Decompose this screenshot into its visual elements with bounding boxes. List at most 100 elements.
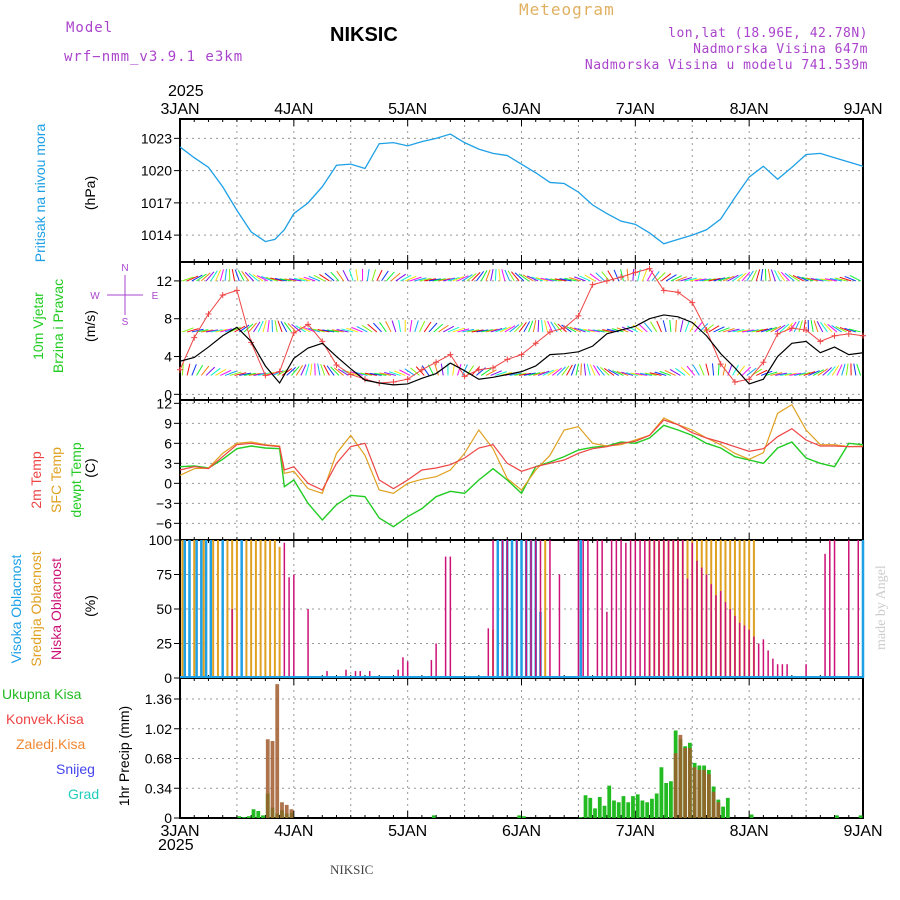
wind-arrow <box>466 273 477 282</box>
wind-arrow <box>215 368 227 376</box>
precip-total-bar <box>251 809 256 818</box>
wind-arrow <box>665 274 677 282</box>
wind-arrow <box>309 363 313 376</box>
wind-arrow <box>351 326 363 333</box>
ytick-label: 0.68 <box>145 751 172 767</box>
wind-arrow <box>462 328 475 333</box>
wind-arrow <box>320 363 326 376</box>
cloud-low-bar <box>672 540 675 678</box>
wind-gust-line-marker <box>233 287 240 294</box>
wind-arrow <box>419 277 432 282</box>
wind-arrow <box>849 275 861 282</box>
precip-label-snow: Snijeg <box>56 761 95 777</box>
precip-total-bar <box>593 808 597 818</box>
wind-arrow <box>258 372 271 376</box>
wind-arrow <box>711 363 715 376</box>
wind-arrow <box>621 326 634 333</box>
precip-total-bar <box>583 795 588 818</box>
wind-arrow <box>346 370 359 376</box>
cloud-low-bar <box>719 591 722 678</box>
wind-arrow <box>200 365 210 376</box>
wind-arrow <box>694 278 707 282</box>
wind-arrow <box>698 364 705 376</box>
wind-arrow <box>243 372 256 376</box>
wind-arrow <box>579 275 591 282</box>
wind-arrow <box>566 364 573 376</box>
wind-arrow <box>443 325 455 333</box>
cloud-low-bar <box>696 560 698 678</box>
cloud-low-bar <box>677 540 679 678</box>
cloud-low-bar <box>293 574 295 678</box>
wind-arrow <box>789 321 797 333</box>
wind-arrow <box>822 367 833 376</box>
wind-arrow <box>564 277 577 282</box>
wind-arrow <box>471 272 481 282</box>
wind-arrow <box>447 276 460 282</box>
cloud-low-bar <box>653 540 656 678</box>
wind-arrow <box>379 372 392 376</box>
wind-arrow <box>504 325 516 333</box>
wind-arrow <box>182 276 194 282</box>
cloud-mid-bar <box>733 540 736 678</box>
precip-conv-bar <box>706 774 711 818</box>
wind-arrow <box>248 322 257 333</box>
wind-gust-line-marker <box>646 265 653 272</box>
wind-arrow <box>544 320 549 333</box>
compass-e: E <box>152 291 159 302</box>
ytick-label: 4 <box>164 349 172 365</box>
wind-arrow <box>595 272 605 282</box>
precip-label-grad: Grad <box>68 786 100 802</box>
wind-gust-line-marker <box>504 356 511 363</box>
wind-arrow <box>808 370 820 376</box>
wind-arrow <box>182 327 194 333</box>
wind-arrow <box>494 268 497 281</box>
cloud-mid-bar <box>259 540 262 678</box>
cloud-mid-bar <box>748 540 751 678</box>
wind-arrow <box>466 329 479 333</box>
wind-arrow <box>737 329 750 333</box>
wind-arrow <box>831 365 840 376</box>
wind-arrow <box>611 328 624 333</box>
wind-arrow <box>578 328 591 333</box>
xtick-label-top: 9JAN <box>843 101 882 118</box>
precip-total-bar <box>654 793 659 818</box>
wind-arrow <box>650 321 658 333</box>
wind-gust-line-marker <box>447 351 454 358</box>
precip-conv-bar <box>711 791 716 818</box>
wind-arrow <box>736 272 747 282</box>
cloud-low-bar <box>601 540 603 678</box>
wind-arrow <box>641 269 648 282</box>
cloud-low-bar <box>610 540 613 678</box>
cloud-low-bar <box>857 540 860 678</box>
wind-arrow <box>684 320 690 333</box>
cloud-high-bar <box>183 540 186 678</box>
wind-arrow <box>533 371 545 376</box>
wind-arrow <box>835 326 847 333</box>
wind-arrow <box>784 372 797 376</box>
precip-conv-bar <box>275 684 280 818</box>
cloud-low-bar <box>700 567 703 678</box>
cloud-low-bar <box>682 540 684 678</box>
wind-arrow <box>265 276 278 282</box>
wind-arrow <box>253 321 261 333</box>
cloud-low-bar <box>710 584 712 678</box>
cloud-low-bar <box>805 664 807 678</box>
wind-arrow <box>689 278 702 282</box>
precip-total-bar <box>612 800 616 818</box>
wind-arrow <box>295 365 304 376</box>
precip-conv-bar <box>678 734 683 818</box>
wind-arrow <box>829 277 842 282</box>
wind-arrow <box>405 275 417 282</box>
wind-arrow <box>523 321 531 333</box>
wind-arrow <box>371 269 377 282</box>
cloud-high-bar <box>195 540 198 678</box>
compass-n: N <box>121 263 128 274</box>
cloud-high-bar <box>209 540 213 678</box>
wind-arrow <box>552 367 563 376</box>
footer-label: NIKSIC <box>330 862 374 877</box>
wind-arrow <box>586 363 591 376</box>
wind-gust-line-marker <box>817 338 824 345</box>
xtick-label-bottom: 9JAN <box>843 823 882 840</box>
cloud-low-bar <box>549 540 551 678</box>
